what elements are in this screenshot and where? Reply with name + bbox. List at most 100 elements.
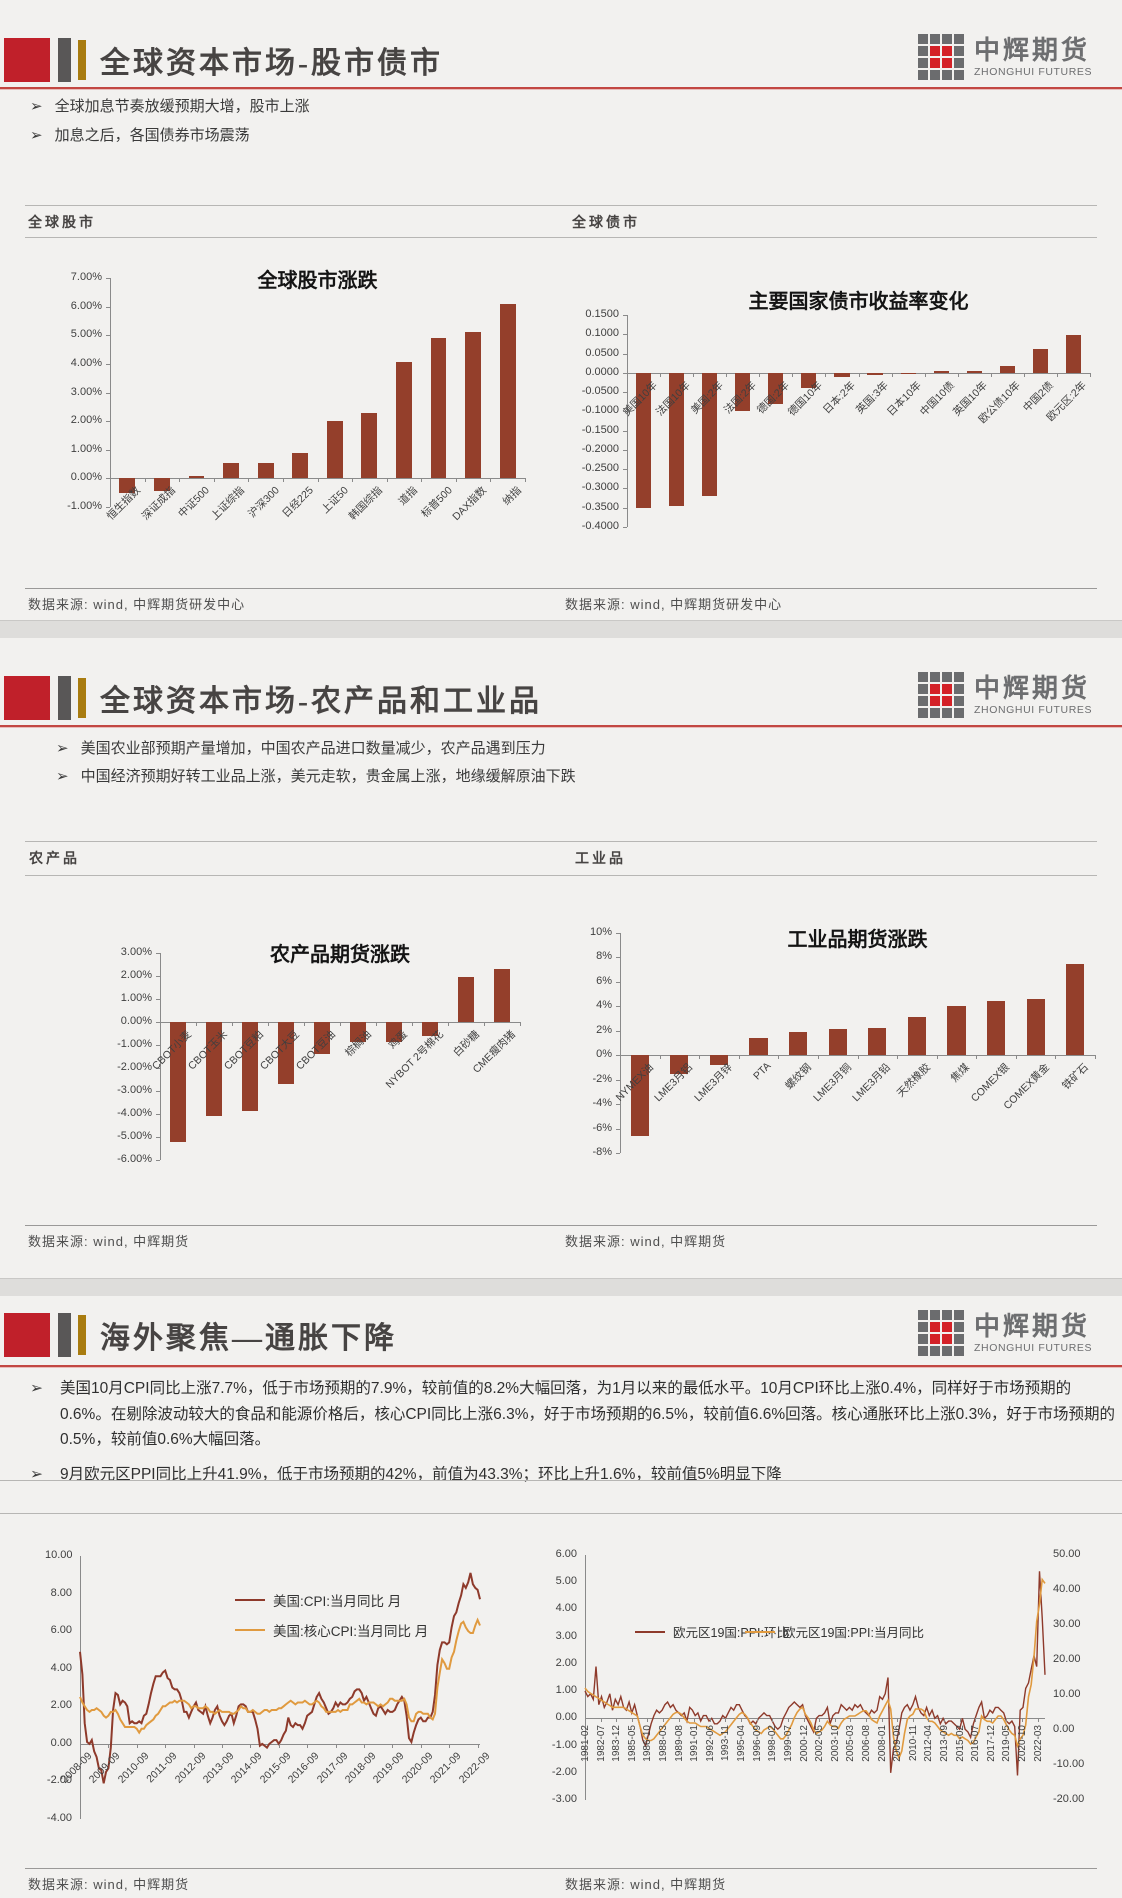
y-tick-mark bbox=[156, 976, 160, 977]
y-tick-label: 6% bbox=[596, 974, 612, 987]
bar bbox=[630, 1055, 649, 1136]
zhonghui-logo-icon bbox=[918, 34, 964, 80]
brand-name: 中辉期货 bbox=[974, 1310, 1091, 1341]
x-axis-label: 2000-12 bbox=[798, 1725, 810, 1763]
bar bbox=[205, 1022, 223, 1117]
logo-grid-cell bbox=[918, 1346, 928, 1356]
title-underline bbox=[0, 1365, 1122, 1368]
y-tick-label: 0% bbox=[596, 1048, 612, 1061]
y-tick-mark bbox=[616, 1055, 620, 1057]
x-axis-label: 1999-07 bbox=[782, 1725, 794, 1763]
category-tick bbox=[897, 1055, 899, 1060]
y-tick-label: -8% bbox=[592, 1146, 612, 1158]
title-underline bbox=[0, 725, 1122, 728]
chart-agri-futures-change: 农产品期货涨跌 3.00% 2.00% 1.00% 0.00% -1.00% -2.00% -… bbox=[100, 938, 530, 1268]
category-tick bbox=[1037, 1718, 1039, 1723]
bullet-text: 中国经济预期好转工业品上涨，美元走软，贵金属上涨，地缘缓解原油下跌 bbox=[80, 768, 576, 785]
logo-grid-cell bbox=[954, 1310, 964, 1320]
y-tick-label: -3.00% bbox=[117, 1084, 152, 1096]
category-tick bbox=[421, 478, 423, 483]
bar bbox=[313, 1022, 331, 1055]
y-tick-label: 5.00 bbox=[555, 1575, 577, 1588]
bullet-item: ➢ 美国农业部预期产量增加，中国农产品进口数量减少，农产品遇到压力 bbox=[56, 737, 546, 758]
y-tick-label: -4.00% bbox=[117, 1107, 152, 1119]
category-tick bbox=[726, 372, 728, 377]
x-axis-label: 1985-05 bbox=[626, 1725, 638, 1763]
category-tick bbox=[110, 478, 111, 483]
y-tick-mark bbox=[106, 363, 110, 365]
y-tick-label: 2% bbox=[596, 1023, 612, 1036]
header-mark-red bbox=[4, 1313, 50, 1357]
logo-grid-cell bbox=[942, 672, 952, 682]
category-tick bbox=[756, 1718, 758, 1723]
category-tick bbox=[364, 1743, 366, 1748]
logo-grid-cell bbox=[918, 70, 928, 80]
category-tick bbox=[1006, 1718, 1008, 1723]
y-tick-label: 3.00% bbox=[120, 946, 152, 958]
x-axis-label: 1992-06 bbox=[704, 1725, 716, 1763]
y-tick-label: 0.00 bbox=[555, 1711, 577, 1724]
data-source-right: 数据来源: wind, 中辉期货研发中心 bbox=[565, 597, 783, 612]
y-tick-label: -0.2500 bbox=[581, 462, 619, 475]
category-tick bbox=[975, 1718, 977, 1723]
bar bbox=[241, 1022, 259, 1111]
bullet-text: 加息之后，各国债券市场震荡 bbox=[54, 127, 250, 144]
brand-name: 中辉期货 bbox=[974, 34, 1091, 65]
bar bbox=[735, 372, 751, 412]
y-tick-label: 0.0000 bbox=[585, 365, 619, 378]
panel-label-right: 全球债市 bbox=[572, 216, 640, 231]
source-rule bbox=[25, 1868, 1097, 1869]
category-tick bbox=[1015, 1055, 1017, 1060]
header-mark-gray bbox=[58, 676, 71, 720]
data-source-left: 数据来源: wind, 中辉期货研发中心 bbox=[28, 597, 246, 612]
bar bbox=[933, 371, 949, 373]
bullet-item: ➢ 9月欧元区PPI同比上升41.9%，低于市场预期的42%，前值为43.3%；环… bbox=[30, 1462, 1118, 1488]
slide-stock-bond: 全球资本市场-股市债市 中辉期货 ZHONGHUI FUTURES ➢ 全球加息节… bbox=[0, 0, 1122, 620]
x-axis-label: 2019-05 bbox=[1001, 1725, 1013, 1763]
bar bbox=[947, 1006, 966, 1056]
brand-subtitle: ZHONGHUI FUTURES bbox=[974, 1341, 1093, 1354]
y-tick-mark bbox=[616, 1104, 620, 1106]
bar bbox=[153, 478, 170, 492]
y-tick-mark bbox=[616, 1128, 620, 1130]
bullet-text: 9月欧元区PPI同比上升41.9%，低于市场预期的42%，前值为43.3%；环比… bbox=[60, 1466, 782, 1483]
y-tick-label: 0.00% bbox=[70, 471, 102, 484]
legend-swatch bbox=[745, 1630, 775, 1633]
y-tick-mark bbox=[106, 306, 110, 308]
logo-grid-cell bbox=[942, 70, 952, 80]
bar bbox=[635, 372, 652, 508]
category-tick bbox=[196, 1022, 197, 1026]
y-tick-mark bbox=[616, 957, 620, 959]
logo-grid-cell bbox=[942, 1322, 952, 1332]
bar bbox=[188, 476, 205, 479]
category-tick bbox=[759, 372, 761, 377]
x-axis-label: 2008-01 bbox=[876, 1725, 888, 1763]
category-tick bbox=[772, 1718, 774, 1723]
x-axis-label: 2010-11 bbox=[907, 1725, 919, 1762]
y-tick-label: -3.00 bbox=[551, 1793, 577, 1805]
category-tick bbox=[165, 1743, 167, 1748]
zhonghui-logo-icon bbox=[918, 1310, 964, 1356]
category-tick bbox=[412, 1022, 413, 1026]
bar bbox=[326, 421, 343, 479]
x-axis-label: 2013-09 bbox=[939, 1725, 950, 1763]
chart-eurozone-ppi-lines: 6.00 5.00 4.00 3.00 2.00 1.00 0.00 -1.00 -2.00 -3… bbox=[530, 1544, 1110, 1864]
bullet-text: 全球加息节奏放缓预期大增，股市上涨 bbox=[54, 98, 310, 115]
x-axis-label: 2002-05 bbox=[814, 1725, 826, 1763]
logo-grid-cell bbox=[918, 708, 928, 718]
category-tick bbox=[850, 1718, 852, 1723]
logo-grid-cell bbox=[930, 70, 940, 80]
category-tick bbox=[304, 1022, 305, 1026]
bullet-item: ➢ 中国经济预期好转工业品上涨，美元走软，贵金属上涨，地缘缓解原油下跌 bbox=[56, 765, 576, 786]
y-tick-mark bbox=[616, 933, 620, 934]
logo-grid-cell bbox=[918, 696, 928, 706]
y-tick-label: -4% bbox=[592, 1097, 612, 1110]
bullet-item: ➢ 全球加息节奏放缓预期大增，股市上涨 bbox=[30, 95, 310, 116]
bullet-arrow-icon: ➢ bbox=[56, 768, 69, 785]
y-tick-label: -2.00 bbox=[551, 1765, 577, 1778]
header-mark-red bbox=[4, 676, 50, 720]
logo-grid-cell bbox=[930, 1334, 940, 1344]
y-tick-label: 0.00% bbox=[120, 1015, 152, 1027]
bullet-arrow-icon: ➢ bbox=[56, 740, 69, 757]
category-tick bbox=[449, 1743, 451, 1748]
